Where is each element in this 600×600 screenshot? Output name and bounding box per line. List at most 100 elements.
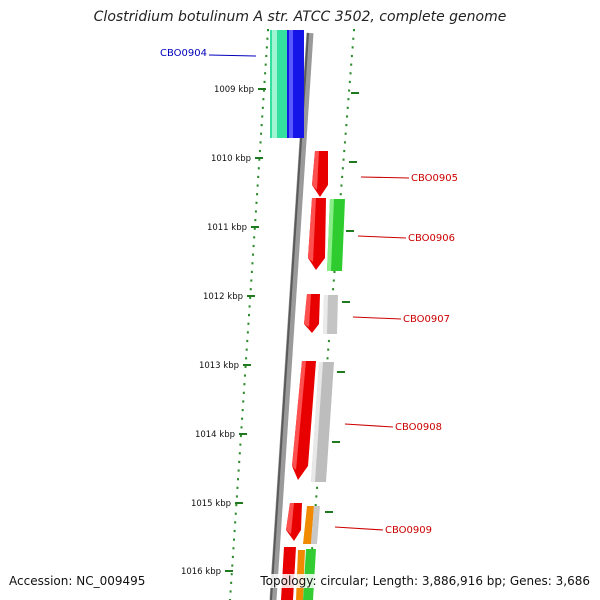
- track-dot: [248, 314, 250, 317]
- gene-label-cbo0904[interactable]: CBO0904: [160, 48, 207, 59]
- track-dot: [267, 29, 269, 32]
- track-dot: [240, 426, 243, 429]
- feature-arrow-red-shade: [308, 198, 316, 262]
- track-dot: [238, 452, 241, 455]
- feature-bar-grey-highlight: [323, 295, 328, 334]
- gene-feature-cbo0908[interactable]: [292, 361, 334, 482]
- track-dot: [235, 504, 238, 507]
- track-dot: [260, 132, 263, 135]
- gene-label-leader: [357, 235, 407, 239]
- track-dot: [343, 149, 346, 153]
- track-dot: [351, 46, 354, 49]
- track-dot: [246, 339, 249, 343]
- track-dot: [250, 279, 253, 282]
- track-dot: [264, 63, 267, 66]
- track-dot: [348, 89, 351, 92]
- track-dot: [333, 270, 336, 274]
- track-dot: [241, 409, 244, 412]
- track-dot: [233, 538, 236, 541]
- track-dot: [346, 106, 349, 109]
- genome-summary-text: Topology: circular; Length: 3,886,916 bp…: [260, 574, 590, 588]
- scale-tick-label: 1009 kbp: [214, 85, 254, 95]
- track-dot: [350, 54, 353, 58]
- track-dot: [252, 253, 255, 256]
- gene-label-leader: [360, 176, 410, 179]
- scale-tick-label: 1010 kbp: [211, 154, 251, 164]
- gene-label-cbo0905[interactable]: CBO0905: [411, 173, 458, 184]
- track-dot: [243, 383, 246, 386]
- track-dot: [260, 124, 263, 127]
- gene-label-cbo0907[interactable]: CBO0907: [403, 314, 450, 325]
- gene-feature-cbo0909[interactable]: [286, 503, 320, 544]
- feature-bar-blue-highlight: [289, 30, 293, 138]
- track-dot: [234, 512, 237, 515]
- gene-feature-cbo0907[interactable]: [304, 294, 338, 334]
- feature-arrow-red-shade: [312, 151, 319, 190]
- track-dot: [262, 98, 265, 101]
- track-dot: [326, 357, 329, 360]
- track-dot: [239, 434, 242, 438]
- track-dot: [347, 98, 350, 101]
- track-dot: [239, 443, 242, 446]
- gene-label-cbo0908[interactable]: CBO0908: [395, 422, 442, 433]
- track-dot: [231, 555, 234, 559]
- track-dot: [232, 547, 235, 550]
- track-dot: [249, 288, 252, 291]
- track-dot: [265, 54, 268, 58]
- gene-label-cbo0906[interactable]: CBO0906: [408, 233, 455, 244]
- feature-arrow-red-shade: [286, 503, 294, 534]
- track-dot: [245, 348, 248, 351]
- track-dot: [343, 141, 346, 144]
- track-dot: [315, 495, 318, 498]
- feature-bar-grey-highlight: [311, 362, 323, 482]
- gene-feature-cbo0906[interactable]: [308, 198, 345, 271]
- feature-arrow-red: [292, 361, 316, 480]
- track-dot: [345, 124, 348, 127]
- track-dot: [235, 495, 238, 498]
- feature-bar-teal-highlight: [272, 30, 277, 138]
- feature-bar-grey: [311, 506, 320, 544]
- track-dot: [237, 478, 240, 481]
- feature-bar-green-highlight: [327, 199, 334, 271]
- track-dot: [242, 391, 245, 394]
- track-dot: [256, 184, 259, 187]
- track-dot: [264, 72, 267, 75]
- track-dot: [253, 236, 256, 239]
- track-dot: [341, 167, 344, 170]
- track-dot: [246, 331, 249, 334]
- track-dot: [257, 167, 260, 170]
- track-dot: [241, 417, 244, 420]
- track-dot: [314, 504, 317, 507]
- track-dot: [258, 158, 261, 161]
- gene-label-leader: [208, 54, 257, 57]
- gene-label-cbo0909[interactable]: CBO0909: [385, 525, 432, 536]
- scale-tick-label: 1014 kbp: [195, 430, 235, 440]
- gene-label-leader: [334, 526, 384, 531]
- track-dot: [353, 29, 355, 32]
- track-dot: [332, 288, 335, 291]
- track-dot: [231, 564, 234, 567]
- track-dot: [332, 279, 335, 282]
- scale-tick-label: 1011 kbp: [207, 223, 247, 233]
- gene-feature-cbo0905[interactable]: [312, 151, 328, 197]
- track-dot: [230, 573, 233, 576]
- track-dot: [344, 132, 347, 135]
- track-dot: [261, 106, 264, 109]
- gene-labels: CBO0904 CBO0905 CBO0906 CBO0907 CBO0908 CBO09…: [160, 48, 458, 536]
- gene-label-leader: [352, 316, 402, 320]
- track-dot: [257, 175, 260, 179]
- scale-tick-label: 1012 kbp: [203, 292, 243, 302]
- track-dot: [243, 374, 246, 377]
- track-dot: [263, 80, 266, 84]
- track-dot: [327, 348, 330, 351]
- track-dot: [350, 63, 353, 66]
- track-dot: [262, 89, 265, 92]
- track-dot: [238, 460, 241, 464]
- accession-text: Accession: NC_009495: [9, 574, 146, 588]
- track-dot: [242, 400, 245, 403]
- gene-feature-cbo0904[interactable]: [270, 30, 304, 138]
- track-dot: [233, 529, 236, 533]
- track-dot: [348, 80, 351, 84]
- scale-tick-label: 1016 kbp: [181, 567, 221, 577]
